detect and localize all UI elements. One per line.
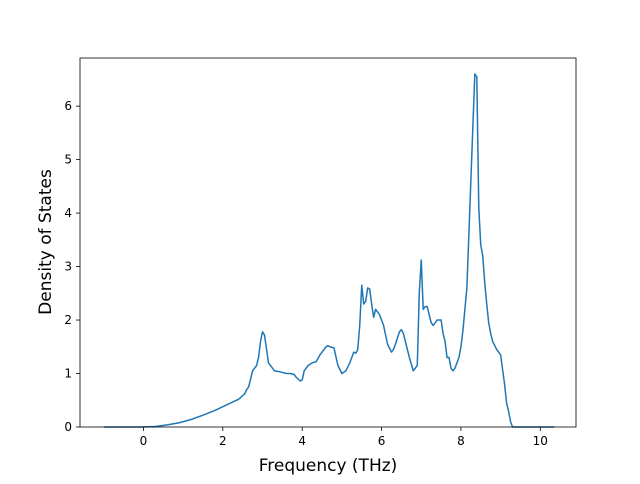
y-axis-label: Density of States xyxy=(36,169,56,315)
plot-area: 0 2 4 6 8 10 0 1 2 3 4 5 6 xyxy=(64,57,577,448)
x-tick-label: 10 xyxy=(533,434,548,448)
y-tick-label: 2 xyxy=(64,313,72,327)
axes-frame xyxy=(79,57,577,428)
x-axis-label: Frequency (THz) xyxy=(259,456,398,476)
x-tick-label: 8 xyxy=(457,434,465,448)
series-line-0 xyxy=(103,73,555,428)
y-tick-label: 0 xyxy=(64,420,72,434)
y-tick-label: 6 xyxy=(64,99,72,113)
y-tick-label: 5 xyxy=(64,153,72,167)
x-tick-label: 2 xyxy=(219,434,227,448)
y-tick-label: 4 xyxy=(64,206,72,220)
x-tick-label: 0 xyxy=(140,434,148,448)
x-tick-label: 4 xyxy=(298,434,306,448)
y-tick-label: 1 xyxy=(64,367,72,381)
x-tick-label: 6 xyxy=(378,434,386,448)
y-tick-label: 3 xyxy=(64,260,72,274)
